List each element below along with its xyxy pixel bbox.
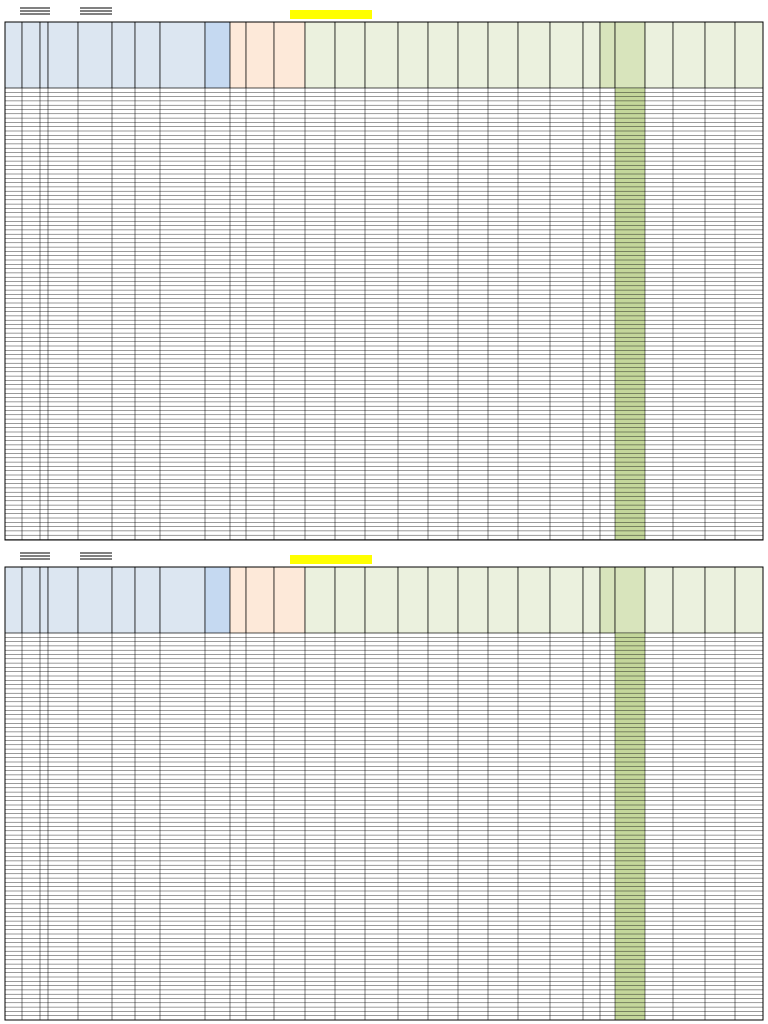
column-header	[334, 566, 366, 634]
column-header	[549, 566, 584, 634]
column-header	[704, 21, 736, 89]
column-header	[599, 21, 616, 89]
column-header	[487, 21, 519, 89]
column-header	[77, 566, 113, 634]
column-header	[734, 566, 764, 634]
column-header	[457, 566, 489, 634]
column-header	[427, 566, 459, 634]
column-header	[397, 21, 429, 89]
column-header	[672, 566, 706, 634]
column-header	[273, 566, 306, 634]
note-box	[290, 10, 372, 19]
column-header	[245, 566, 275, 634]
column-header	[644, 566, 674, 634]
column-header	[39, 21, 49, 89]
column-header	[304, 21, 336, 89]
column-header	[457, 21, 489, 89]
column-header	[4, 566, 23, 634]
table-border	[4, 21, 764, 541]
column-header	[397, 566, 429, 634]
column-header	[77, 21, 113, 89]
column-header	[245, 21, 275, 89]
column-header	[364, 21, 399, 89]
column-header	[582, 566, 601, 634]
column-header	[111, 566, 136, 634]
column-header	[614, 21, 646, 89]
column-header	[4, 21, 23, 89]
column-header	[517, 566, 551, 634]
column-header	[273, 21, 306, 89]
column-header	[672, 21, 706, 89]
note-box	[290, 555, 372, 564]
table-border	[4, 566, 764, 1021]
column-header	[204, 566, 231, 634]
column-header	[134, 21, 161, 89]
column-header	[47, 21, 79, 89]
column-header	[427, 21, 459, 89]
column-header	[487, 566, 519, 634]
column-header	[644, 21, 674, 89]
column-header	[229, 21, 247, 89]
column-header	[111, 21, 136, 89]
column-header	[734, 21, 764, 89]
column-header	[334, 21, 366, 89]
column-header	[614, 566, 646, 634]
column-header	[21, 566, 41, 634]
column-header	[304, 566, 336, 634]
column-header	[134, 566, 161, 634]
column-header	[599, 566, 616, 634]
column-header	[582, 21, 601, 89]
column-header	[364, 566, 399, 634]
column-header	[159, 566, 206, 634]
column-header	[47, 566, 79, 634]
column-header	[229, 566, 247, 634]
column-header	[204, 21, 231, 89]
highlight-column	[615, 88, 645, 540]
column-header	[21, 21, 41, 89]
column-header	[704, 566, 736, 634]
column-header	[159, 21, 206, 89]
column-header	[549, 21, 584, 89]
column-header	[517, 21, 551, 89]
column-header	[39, 566, 49, 634]
